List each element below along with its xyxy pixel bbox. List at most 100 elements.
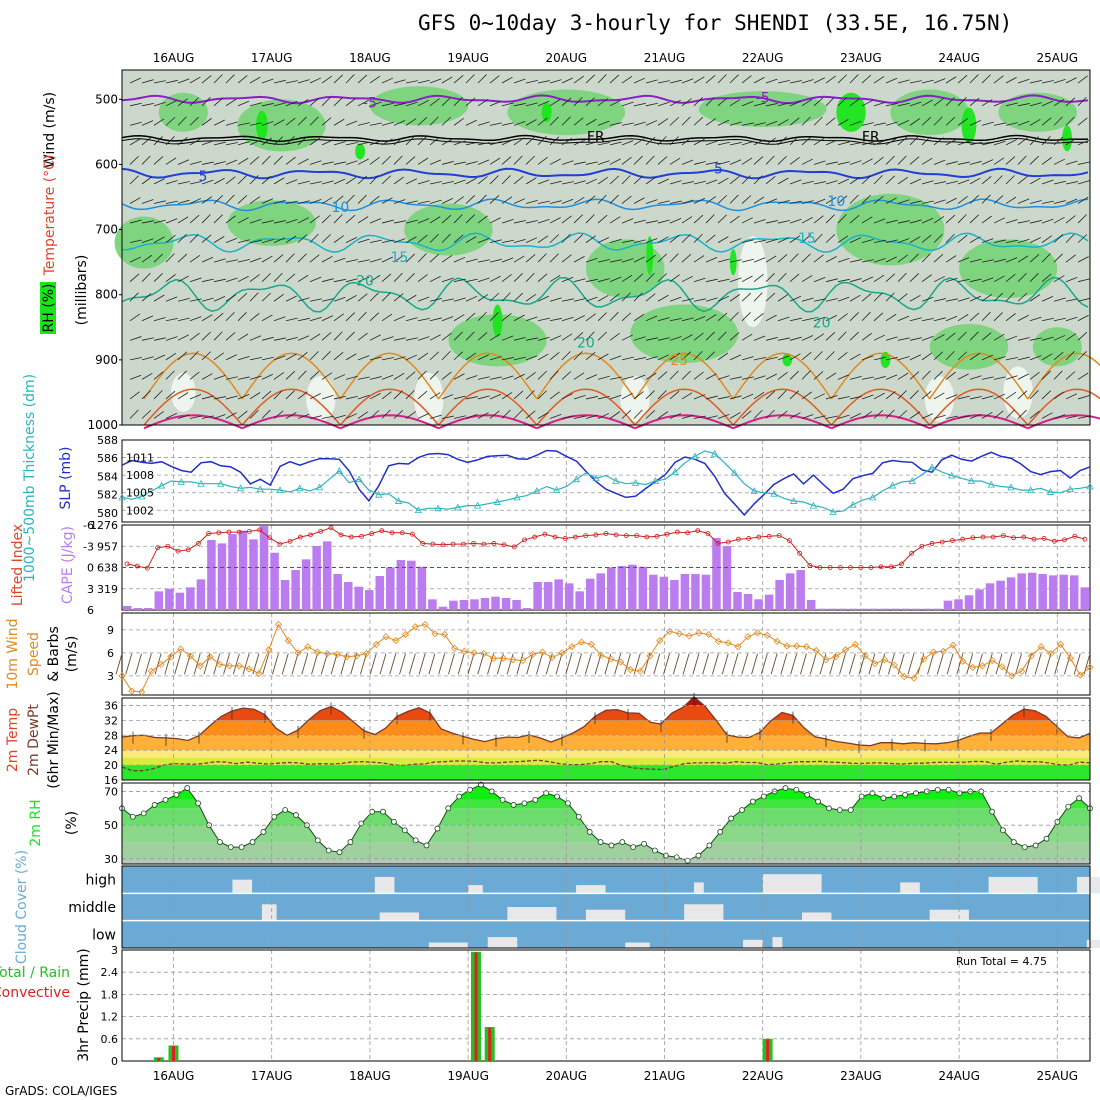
- wind-barb: [873, 239, 886, 244]
- wind-barb: [609, 311, 619, 322]
- wind-speed-point: [450, 644, 459, 652]
- thickness-point: [276, 486, 284, 494]
- wind-barb: [645, 356, 658, 361]
- temperature-contour: [143, 388, 243, 426]
- wind-barb: [609, 122, 622, 126]
- wind-speed-point: [558, 649, 566, 657]
- lifted-index-point: [511, 544, 517, 550]
- lifted-index-point: [124, 561, 130, 567]
- wind-barb: [405, 337, 418, 341]
- wind-speed-point: [773, 637, 781, 645]
- temp-tick-label: 24: [104, 744, 118, 757]
- wind-barb: [429, 370, 439, 380]
- thickness-point: [987, 480, 995, 488]
- wind-barb: [945, 180, 958, 185]
- lifted-axis-label: Lifted Index: [10, 524, 26, 606]
- cloud-background: [122, 866, 1090, 948]
- wind-barb: [506, 653, 514, 675]
- wind-barb: [1077, 351, 1087, 361]
- wind-barb: [225, 277, 238, 283]
- wind-barb: [609, 376, 622, 380]
- wind-barb: [333, 141, 346, 146]
- wind-barb: [333, 331, 343, 341]
- wind-barb: [309, 160, 322, 165]
- wind-barb: [909, 236, 921, 243]
- rh2m-point: [619, 839, 626, 845]
- wind-barb: [849, 214, 860, 224]
- wind-barb: [1065, 371, 1076, 380]
- wind-barb: [885, 391, 896, 400]
- cape-bar: [175, 592, 185, 610]
- wind-barb: [849, 412, 862, 419]
- wind-speed-point: [431, 630, 439, 638]
- lifted-index-point: [705, 531, 711, 536]
- wind-speed-point: [441, 630, 449, 639]
- wind-barb: [501, 156, 512, 165]
- wind-barb: [357, 175, 368, 185]
- temperature-band: [122, 765, 1090, 780]
- wind-barb: [441, 298, 454, 302]
- wind-barb: [1065, 97, 1076, 107]
- wind-barb: [921, 157, 933, 165]
- rh2m-point: [358, 820, 365, 827]
- wind-barb: [477, 215, 488, 224]
- top-date-label: 16AUG: [153, 51, 195, 65]
- wind-barb: [956, 653, 964, 675]
- wind-barb: [381, 409, 391, 419]
- wind-barb: [813, 97, 824, 107]
- thickness-point: [1007, 483, 1015, 491]
- wind-speed-point: [529, 650, 537, 658]
- cape-bar: [628, 564, 637, 610]
- wind-barb: [645, 136, 656, 146]
- wind-barb: [393, 390, 403, 400]
- wind-barb: [285, 390, 295, 400]
- wind-barb: [609, 141, 622, 146]
- wind-barb: [525, 199, 538, 204]
- wind-barb: [897, 102, 910, 107]
- wind-barb: [1077, 161, 1090, 165]
- wind-barb: [597, 413, 610, 419]
- wind-barb: [1065, 415, 1078, 419]
- wind-barb: [633, 313, 645, 322]
- temp-axis-label-3: (6hr Min/Max): [46, 691, 62, 788]
- cape-bar: [838, 608, 847, 610]
- wind-barb: [165, 200, 178, 204]
- wind-barb: [597, 74, 607, 84]
- wind-barb: [441, 76, 453, 84]
- wind-barb: [693, 255, 705, 263]
- wind-barb: [837, 74, 847, 84]
- wind-barb: [1053, 414, 1066, 419]
- lifted-index-point: [1082, 536, 1088, 542]
- wind-barb: [849, 331, 859, 341]
- wind-barb: [261, 239, 274, 244]
- bottom-date-label: 25AUG: [1037, 1069, 1079, 1083]
- rh2m-point: [271, 813, 278, 820]
- wind-barb: [405, 156, 416, 165]
- wind-barb: [957, 196, 968, 204]
- wind-barb: [969, 236, 981, 243]
- lifted-index-point: [389, 530, 395, 536]
- lifted-index-point: [1000, 533, 1006, 539]
- wind-barb: [765, 272, 775, 282]
- wind-barb: [957, 179, 970, 185]
- wind-barb: [837, 331, 847, 341]
- wind-barb: [297, 158, 309, 165]
- rh-band: [122, 825, 1090, 843]
- wind-barb: [813, 160, 826, 165]
- thickness-point: [651, 477, 660, 484]
- lifted-index-point: [980, 534, 986, 540]
- lifted-index-point: [695, 528, 701, 534]
- wind-barb: [225, 395, 238, 400]
- wind-axis-label-2: Speed: [26, 632, 42, 676]
- wind-barb: [789, 218, 802, 224]
- thickness-point: [552, 486, 561, 494]
- wind-barb: [573, 315, 585, 322]
- wind-barb: [417, 117, 428, 126]
- rh-tick-label: 70: [104, 785, 118, 798]
- cape-bar: [133, 608, 143, 610]
- wind-barb: [177, 370, 187, 380]
- wind-speed-point: [626, 666, 635, 674]
- wind-barb: [693, 350, 703, 361]
